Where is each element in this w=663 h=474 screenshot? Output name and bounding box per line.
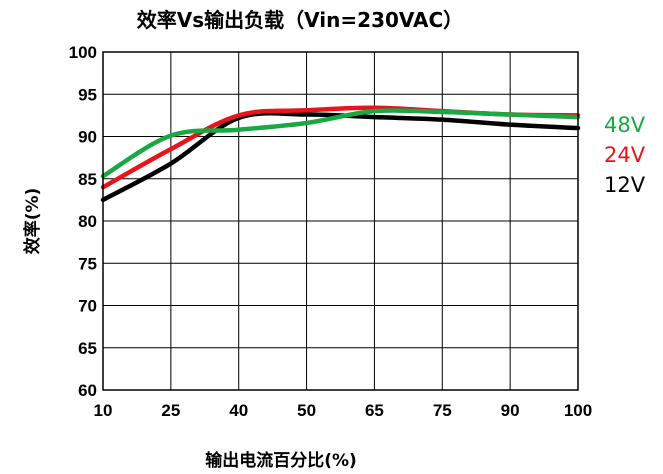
y-tick-label: 70 bbox=[78, 297, 97, 316]
series-line-48V bbox=[100, 108, 581, 179]
series-line-24V bbox=[100, 105, 581, 190]
y-tick-label: 80 bbox=[78, 212, 97, 231]
y-tick-label: 95 bbox=[78, 85, 97, 104]
series-lines bbox=[100, 105, 581, 203]
y-tick-label: 65 bbox=[78, 339, 97, 358]
x-tick-label: 50 bbox=[297, 401, 316, 420]
y-tick-label: 75 bbox=[78, 254, 97, 273]
chart-title: 效率Vs输出负载（Vin=230VAC） bbox=[137, 8, 463, 32]
y-axis-label: 效率(%) bbox=[22, 188, 43, 255]
x-tick-label: 65 bbox=[365, 401, 384, 420]
y-tick-labels: 100 95 90 85 80 75 70 65 60 bbox=[69, 43, 97, 400]
x-tick-label: 40 bbox=[229, 401, 248, 420]
grid bbox=[102, 51, 579, 391]
x-tick-label: 10 bbox=[94, 401, 113, 420]
y-tick-label: 60 bbox=[78, 381, 97, 400]
x-tick-label: 25 bbox=[161, 401, 180, 420]
legend-entry-48V: 48V bbox=[604, 113, 646, 137]
legend-entry-12V: 12V bbox=[604, 173, 646, 197]
y-tick-label: 90 bbox=[78, 128, 97, 147]
x-tick-labels: 10 25 40 50 65 75 90 100 bbox=[94, 401, 593, 420]
x-tick-label: 75 bbox=[433, 401, 452, 420]
y-tick-label: 100 bbox=[69, 43, 97, 62]
legend: 48V 24V 12V bbox=[604, 113, 646, 197]
legend-entry-24V: 24V bbox=[604, 143, 646, 167]
y-tick-label: 85 bbox=[78, 170, 97, 189]
plot-frame bbox=[102, 51, 579, 391]
x-axis-label: 输出电流百分比(%) bbox=[205, 450, 357, 471]
series-line-12V bbox=[100, 110, 581, 203]
x-tick-label: 100 bbox=[564, 401, 592, 420]
x-tick-label: 90 bbox=[501, 401, 520, 420]
